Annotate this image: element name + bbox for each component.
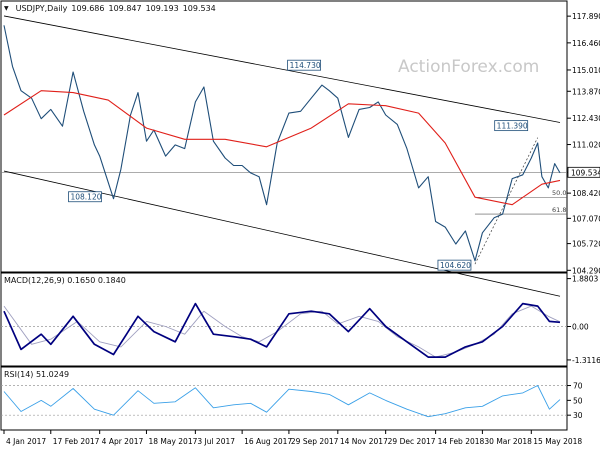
annotation-label: 104.620 [440, 261, 471, 270]
x-tick-label: 4 Apr 2017 [102, 437, 144, 446]
rsi-line [3, 385, 561, 418]
price-tick-label: 117.890 [572, 12, 600, 21]
fib-level-label: 61.8 [552, 206, 566, 214]
x-tick-label: 3 Jul 2017 [197, 437, 235, 446]
fib-trendline [474, 137, 538, 265]
rsi-panel-frame [0, 366, 568, 431]
x-tick-label: 14 Nov 2017 [340, 437, 388, 446]
price-tick-label: 111.020 [572, 141, 600, 150]
open-value: 109.686 [71, 4, 105, 13]
macd-panel-header: MACD(12,26,9) 0.1650 0.1840 [4, 276, 126, 285]
close-value: 109.534 [182, 4, 216, 13]
price-tick-label: 104.290 [572, 266, 600, 275]
price-tick-label: 108.420 [572, 189, 600, 198]
x-tick-label: 16 Aug 2017 [244, 437, 292, 446]
macd-signal-line [3, 305, 561, 358]
price-panel-header: ▼ USDJPY,Daily 109.686 109.847 109.193 109.53… [4, 4, 216, 13]
macd-panel-frame [0, 272, 568, 367]
annotation-label: 114.730 [290, 61, 321, 70]
x-tick-label: 30 Mar 2018 [484, 437, 532, 446]
price-tick-label: 115.010 [572, 66, 600, 75]
last-price-label: 109.534 [571, 168, 600, 177]
last-price-box [567, 166, 600, 178]
price-tick-label: 105.720 [572, 240, 600, 249]
price-tick-label: 113.870 [572, 87, 600, 96]
price-tick-label: 107.070 [572, 214, 600, 223]
fib-level-label: 50.0 [552, 189, 566, 197]
x-tick-label: 14 Feb 2018 [438, 437, 485, 446]
price-tick-label: 112.430 [572, 114, 600, 123]
rsi-tick-label: 30 [573, 411, 583, 420]
symbol-label: USDJPY,Daily [15, 4, 68, 13]
panel-collapse-icon[interactable]: ▼ [4, 5, 9, 12]
high-value: 109.847 [108, 4, 142, 13]
x-tick-label: 17 Feb 2017 [53, 437, 100, 446]
annotation-box [437, 259, 472, 271]
x-tick-label: 15 May 2018 [533, 437, 582, 446]
annotation-box [68, 191, 102, 203]
watermark: ActionForex.com [398, 57, 539, 77]
price-series-line [3, 25, 561, 262]
annotation-label: 108.120 [70, 193, 101, 202]
rsi-title: RSI(14) 51.0249 [4, 370, 70, 379]
moving-average-line [3, 90, 561, 206]
macd-title: MACD(12,26,9) 0.1650 0.1840 [4, 276, 126, 285]
macd-tick-label: 0.00 [572, 323, 589, 332]
macd-line [3, 302, 561, 358]
rsi-tick-label: 70 [573, 382, 583, 391]
rsi-panel-header: RSI(14) 51.0249 [4, 370, 69, 379]
x-tick-label: 29 Dec 2017 [388, 437, 436, 446]
low-value: 109.193 [145, 4, 179, 13]
annotation-box [287, 59, 322, 71]
price-tick-label: 116.460 [572, 39, 600, 48]
x-tick-label: 18 May 2017 [148, 437, 197, 446]
macd-tick-label: -1.3116 [572, 356, 600, 365]
price-panel-frame [0, 0, 568, 273]
channel-upper-line [3, 15, 561, 123]
macd-tick-label: 1.8803 [572, 275, 598, 284]
x-tick-label: 4 Jan 2017 [6, 437, 46, 446]
annotation-label: 111.390 [497, 122, 528, 131]
annotation-box [494, 120, 529, 132]
x-tick-label: 29 Sep 2017 [291, 437, 339, 446]
rsi-tick-label: 50 [573, 396, 583, 405]
